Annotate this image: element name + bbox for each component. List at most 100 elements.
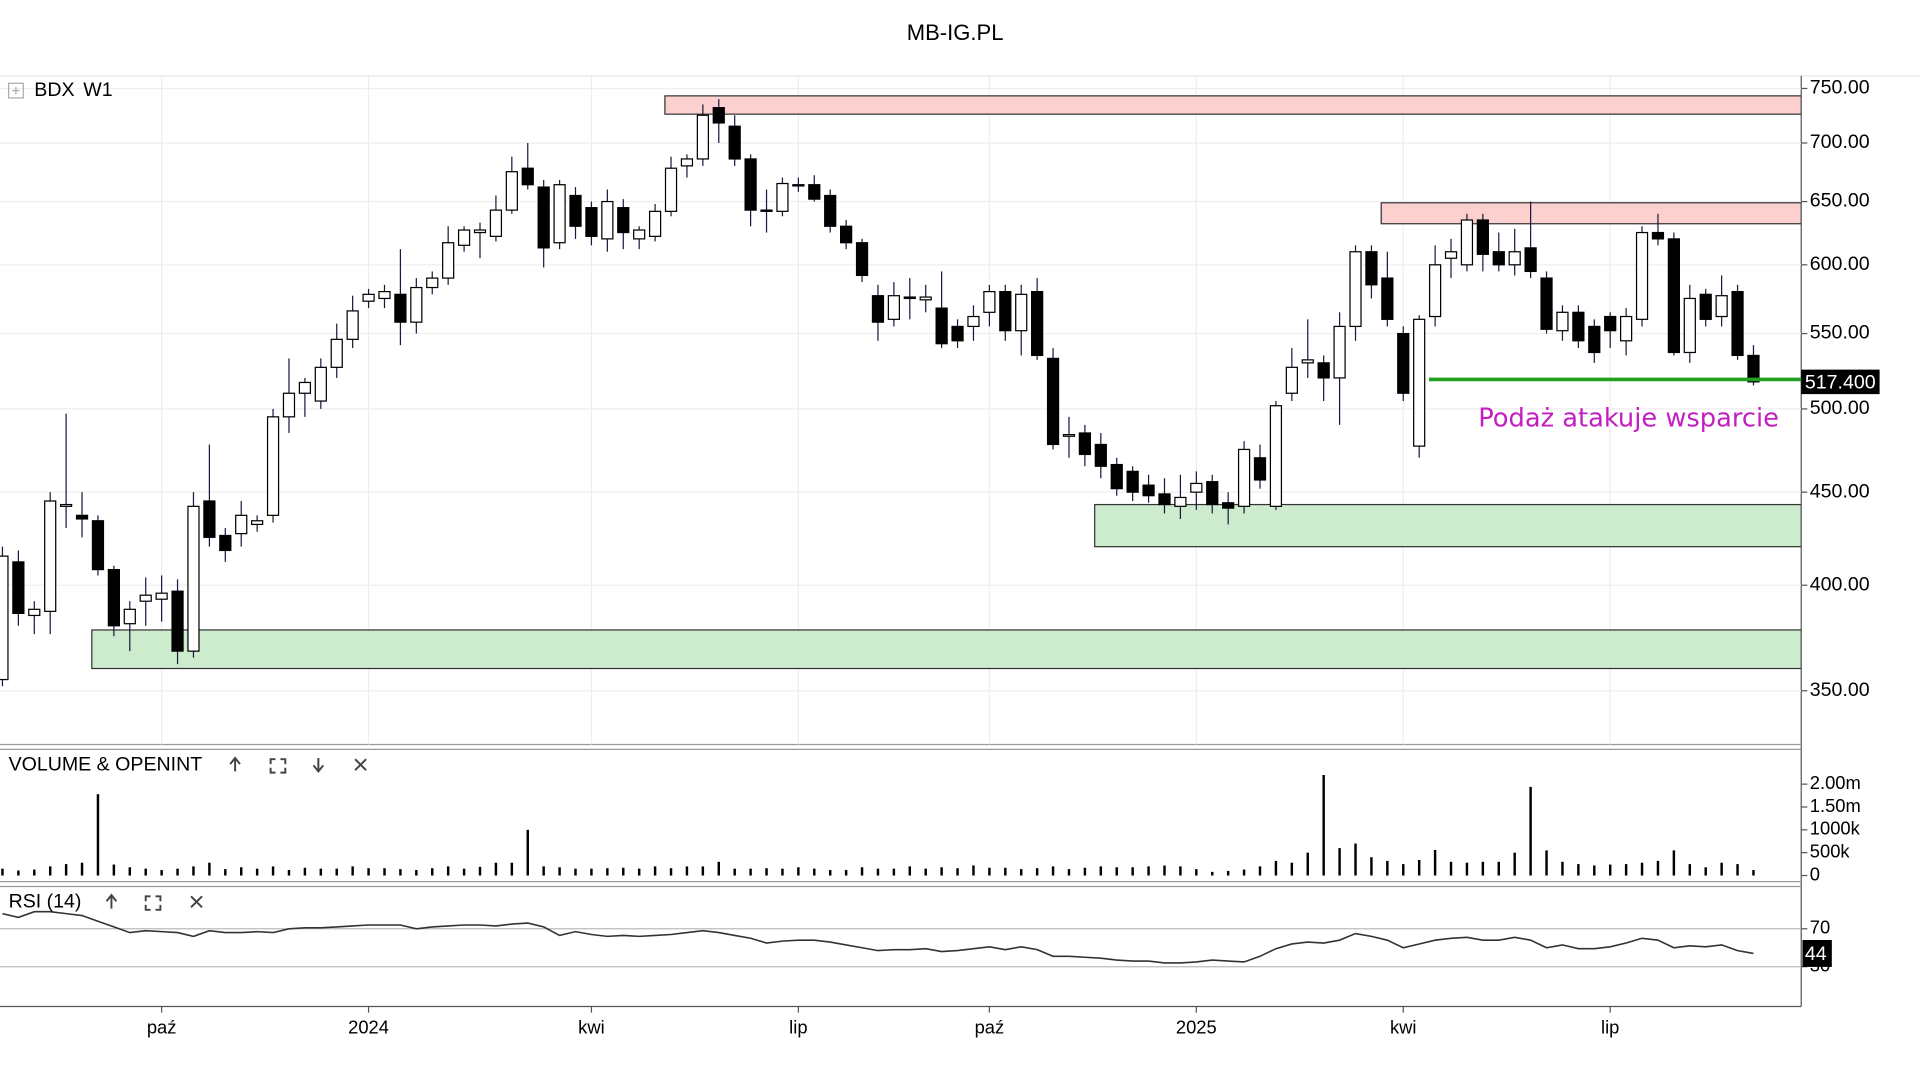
volume-bar [797, 867, 800, 876]
y-tick-label: 400.00 [1810, 573, 1870, 595]
candle-body [983, 290, 996, 313]
candle-body [1620, 315, 1633, 342]
candle-body [1524, 247, 1537, 273]
volume-bar [1163, 865, 1166, 876]
candle-body [919, 296, 932, 301]
candle-body [1572, 311, 1585, 342]
volume-bar [17, 870, 20, 876]
candle-body [1476, 219, 1489, 255]
candle-body [840, 225, 853, 244]
candle-body [521, 167, 534, 186]
candle-body [1428, 264, 1442, 318]
candle-body [235, 514, 248, 535]
candle-body [1699, 293, 1712, 320]
volume-bar [1433, 849, 1437, 876]
volume-bar [653, 866, 657, 876]
volume-bar [144, 868, 147, 876]
candle-body [1747, 354, 1760, 383]
candle-body [203, 500, 216, 538]
candle-body [1381, 277, 1394, 320]
volume-bar [1195, 869, 1198, 876]
candle-body [457, 229, 471, 246]
candle-body [1651, 231, 1665, 240]
volume-bar [319, 868, 323, 876]
volume-bar [64, 864, 68, 876]
candle-body [251, 520, 264, 526]
candle-body [171, 590, 184, 652]
candle-body [1683, 297, 1696, 354]
candle-body [155, 592, 168, 600]
candle-body [1317, 362, 1330, 379]
candle-body [1301, 359, 1314, 364]
volume-bar [1608, 864, 1612, 876]
candle-body [12, 561, 25, 615]
candle-body [744, 158, 757, 211]
y-tick-label: 750.00 [1810, 77, 1870, 99]
price-pane [0, 75, 1802, 745]
candle-body [648, 210, 662, 237]
volume-bar [733, 868, 736, 876]
candle-body [1110, 463, 1123, 490]
candle-body [1413, 318, 1426, 447]
volume-pane [1, 775, 1755, 876]
volume-bar [1513, 852, 1516, 876]
volume-bar [813, 868, 816, 876]
volume-bar [860, 867, 864, 876]
volume-bar [606, 868, 609, 876]
volume-bar [1354, 843, 1357, 876]
volume-bar [192, 866, 195, 876]
volume-bar [33, 869, 36, 876]
y-tick-label: 500k [1810, 841, 1851, 862]
candle-body [951, 325, 964, 342]
chart-title: MB-IG.PL [907, 20, 1004, 45]
volume-bar [558, 867, 561, 876]
rsi-line [2, 910, 1754, 964]
volume-bar [1736, 864, 1739, 876]
volume-bar [1449, 861, 1453, 876]
candle-body [1667, 238, 1680, 354]
price-zone [1380, 202, 1802, 225]
candle-body [187, 505, 200, 652]
candle-body [712, 107, 725, 124]
candle-body [410, 286, 423, 323]
volume-bar [176, 868, 179, 876]
volume-bar [701, 866, 705, 876]
volume-bar [1465, 862, 1469, 876]
volume-bar [255, 868, 259, 876]
volume-bar [1211, 871, 1214, 876]
volume-bar [303, 867, 307, 876]
candle-body [107, 568, 120, 627]
candle-body [442, 242, 455, 279]
volume-bar [1640, 862, 1644, 876]
expand-icon[interactable] [7, 82, 24, 99]
y-tick-label: 450.00 [1810, 480, 1870, 502]
x-tick-label: paź [975, 1016, 1005, 1037]
volume-bar [781, 868, 784, 876]
y-tick-label: 1000k [1810, 818, 1861, 839]
volume-bar [1051, 866, 1055, 876]
volume-bar [1147, 866, 1150, 876]
volume-bar [1656, 860, 1660, 876]
volume-pane-controls[interactable] [229, 756, 367, 774]
candle-body [999, 290, 1012, 332]
candle-body [473, 229, 487, 234]
candle-body [1222, 502, 1235, 509]
rsi-pane-controls[interactable] [105, 893, 203, 911]
volume-bar [1386, 860, 1389, 876]
volume-bar [717, 861, 720, 876]
volume-bar [494, 862, 498, 876]
rsi-pane [0, 910, 1802, 968]
volume-bar [1, 868, 4, 876]
volume-bar [1529, 786, 1532, 876]
candle-body [60, 503, 73, 507]
volume-bar [526, 829, 529, 876]
candle-body [1206, 481, 1219, 506]
volume-bar [1242, 869, 1246, 876]
candle-body [91, 520, 105, 571]
x-tick-label: lip [789, 1016, 807, 1037]
candle-body [967, 315, 980, 328]
candle-body [139, 594, 152, 602]
candle-body [219, 534, 232, 552]
candle-body [394, 293, 407, 323]
